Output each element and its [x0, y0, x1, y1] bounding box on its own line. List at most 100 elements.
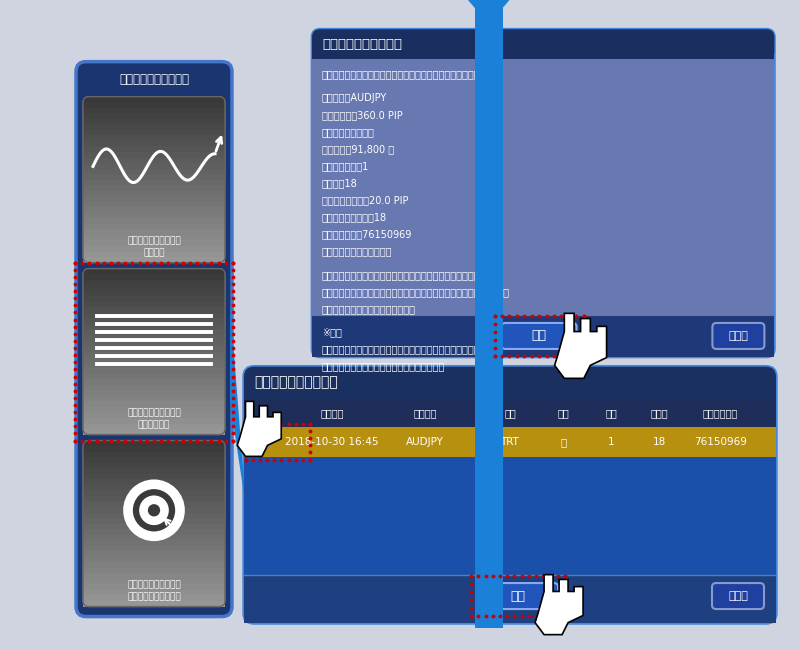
Bar	[83, 257, 225, 263]
FancyBboxPatch shape	[312, 29, 774, 357]
Bar	[83, 169, 225, 174]
Text: 選択: 選択	[510, 589, 526, 602]
Text: 通貨ペア: 通貨ペア	[413, 408, 437, 418]
Bar	[83, 202, 225, 207]
Text: AUDJPY: AUDJPY	[406, 437, 444, 447]
FancyBboxPatch shape	[312, 29, 774, 59]
Text: トラッキングトレード: トラッキングトレード	[127, 408, 181, 417]
Text: を始める: を始める	[143, 248, 165, 257]
Bar	[83, 429, 225, 435]
Bar	[83, 280, 225, 285]
Bar	[83, 529, 225, 535]
Bar	[244, 426, 776, 457]
Bar	[83, 540, 225, 546]
Text: の照会・停止: の照会・停止	[138, 420, 170, 429]
Text: 再度初期画面から登録して下さい。: 再度初期画面から登録して下さい。	[322, 304, 416, 314]
Circle shape	[132, 488, 176, 532]
Text: 数量: 数量	[606, 408, 617, 418]
Bar	[83, 524, 225, 529]
Bar	[83, 313, 225, 319]
Bar	[83, 252, 225, 257]
Text: トラッキングトレード: トラッキングトレード	[127, 580, 181, 589]
Text: TRT: TRT	[501, 437, 519, 447]
Bar	[83, 401, 225, 407]
Text: 当該画面で削除をしても、建っているポジションは決済されません。: 当該画面で削除をしても、建っているポジションは決済されません。	[322, 345, 504, 354]
Bar	[83, 207, 225, 213]
Bar	[83, 141, 225, 147]
Text: ※注意: ※注意	[322, 328, 342, 337]
Bar	[83, 302, 225, 308]
Text: 売買: 売買	[558, 408, 569, 418]
Bar	[83, 396, 225, 401]
Circle shape	[124, 480, 184, 540]
Bar	[83, 108, 225, 114]
Bar	[244, 383, 776, 398]
Bar	[83, 224, 225, 230]
Bar	[83, 196, 225, 202]
Text: トラッキングトレード: トラッキングトレード	[119, 73, 189, 86]
Bar	[312, 59, 774, 315]
Bar	[83, 274, 225, 280]
FancyBboxPatch shape	[244, 367, 776, 623]
Bar	[83, 180, 225, 185]
Bar	[83, 596, 225, 601]
Bar	[83, 346, 225, 352]
Bar	[83, 97, 225, 102]
Bar	[83, 374, 225, 379]
Bar	[83, 407, 225, 413]
Text: 76150969: 76150969	[694, 437, 746, 447]
Circle shape	[258, 437, 266, 446]
Bar	[83, 551, 225, 557]
Bar	[474, 0, 502, 628]
FancyBboxPatch shape	[244, 367, 776, 398]
Bar	[83, 502, 225, 507]
Text: トラッキングトレード: トラッキングトレード	[254, 376, 338, 389]
Bar	[83, 379, 225, 385]
Bar	[83, 413, 225, 418]
Bar	[83, 535, 225, 540]
Bar	[83, 341, 225, 346]
Bar	[312, 315, 774, 357]
Text: 1: 1	[608, 437, 614, 447]
Text: 開始注文番号: 開始注文番号	[702, 408, 738, 418]
Circle shape	[254, 434, 270, 450]
Bar	[83, 136, 225, 141]
Bar	[83, 235, 225, 241]
Bar	[83, 568, 225, 573]
Text: 売: 売	[560, 437, 566, 447]
Bar	[83, 119, 225, 125]
Bar	[83, 446, 225, 452]
Bar	[83, 457, 225, 463]
Bar	[83, 474, 225, 480]
Text: 削除: 削除	[531, 330, 546, 343]
Bar	[83, 573, 225, 579]
Polygon shape	[230, 302, 246, 508]
Text: 注文方式：ランキング方式: 注文方式：ランキング方式	[322, 246, 393, 256]
Bar	[83, 452, 225, 457]
FancyBboxPatch shape	[76, 62, 232, 617]
Text: 注文数: 注文数	[650, 408, 668, 418]
Bar	[83, 218, 225, 224]
FancyBboxPatch shape	[478, 583, 558, 609]
Bar	[83, 352, 225, 357]
Polygon shape	[535, 574, 583, 635]
Text: 新たにトラッキングトレード設定値を変更したい場合は削除をした後、: 新たにトラッキングトレード設定値を変更したい場合は削除をした後、	[322, 287, 510, 297]
Bar	[244, 575, 776, 623]
Bar	[83, 330, 225, 335]
Bar	[83, 230, 225, 235]
Text: 対象資産：91,800 円: 対象資産：91,800 円	[322, 144, 394, 154]
Text: トラッキングトレードを中止するには削除ボタンを押して下さい。: トラッキングトレードを中止するには削除ボタンを押して下さい。	[322, 270, 498, 280]
Bar	[83, 357, 225, 363]
Bar	[83, 285, 225, 291]
Bar	[83, 557, 225, 562]
Bar	[83, 335, 225, 341]
Text: 注文ロット数：1: 注文ロット数：1	[322, 161, 370, 171]
Bar	[83, 468, 225, 474]
Bar	[83, 424, 225, 429]
Bar	[83, 291, 225, 297]
Bar	[83, 185, 225, 191]
Bar	[83, 163, 225, 169]
Polygon shape	[238, 401, 282, 456]
Text: 閉じる: 閉じる	[728, 591, 748, 601]
Bar	[83, 130, 225, 136]
